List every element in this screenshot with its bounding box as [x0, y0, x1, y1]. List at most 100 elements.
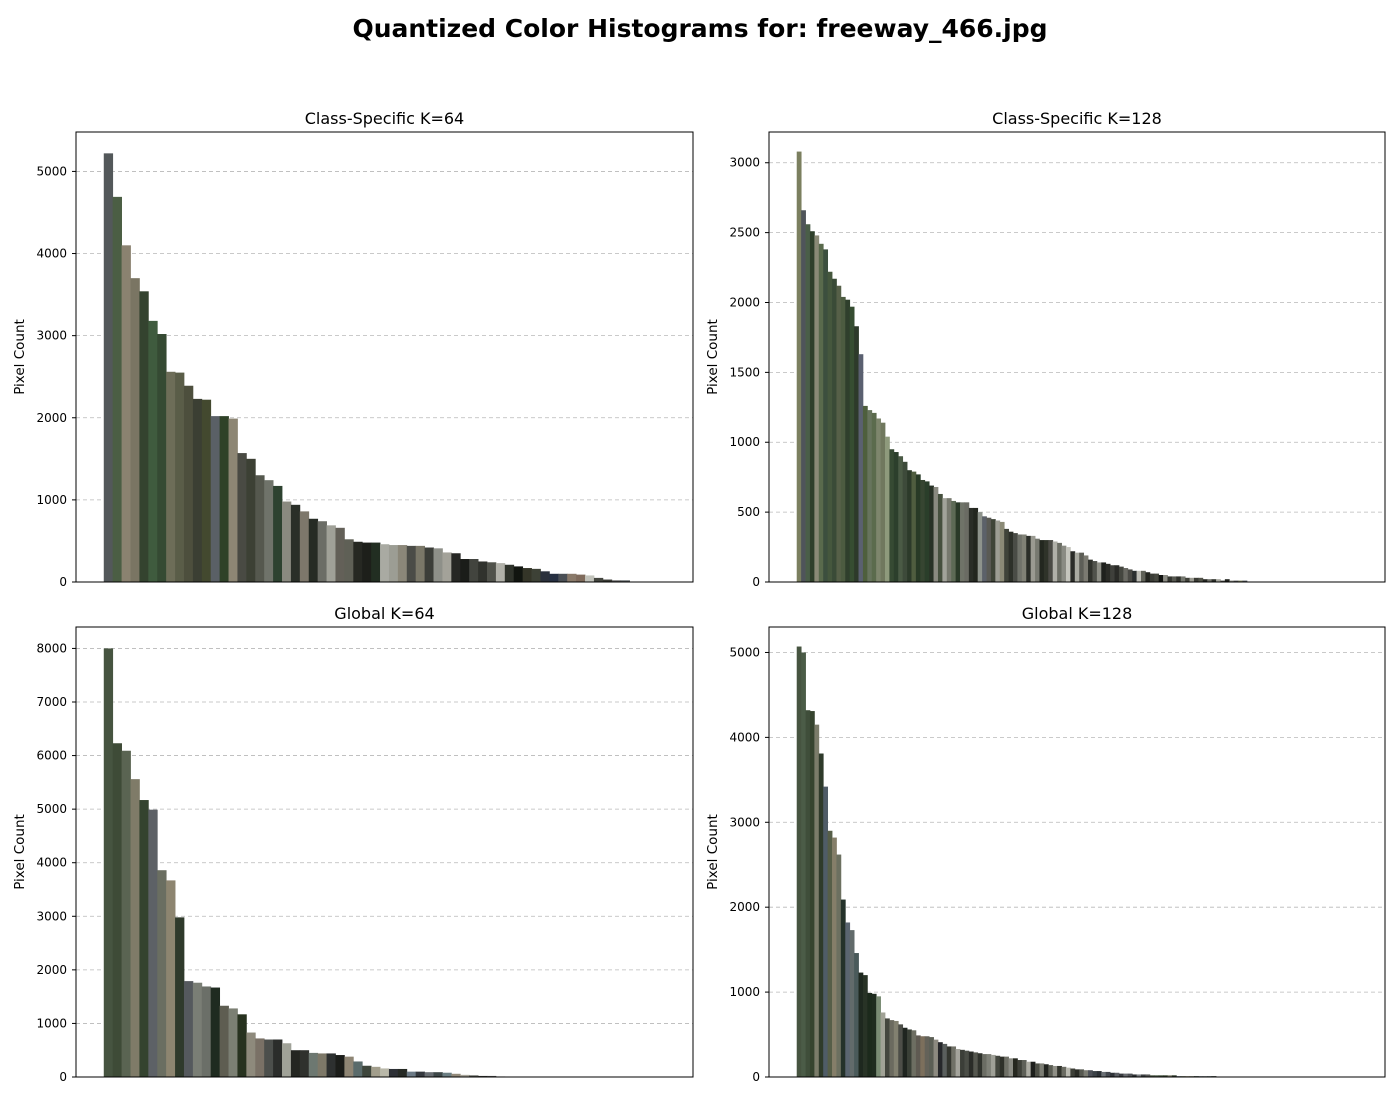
histogram-bar: [1238, 580, 1243, 582]
y-tick-label: 3000: [36, 909, 67, 923]
histogram-bar: [854, 326, 859, 582]
histogram-bar: [871, 412, 877, 582]
histogram-bar: [982, 1054, 987, 1077]
histogram-bar: [478, 1075, 488, 1077]
histogram-bar: [157, 870, 167, 1077]
histogram-bar: [1229, 580, 1235, 582]
histogram-bar: [973, 1052, 979, 1077]
histogram-bar: [929, 485, 934, 582]
histogram-bar: [353, 541, 363, 582]
histogram-bar: [1030, 1061, 1036, 1077]
histogram-bar: [567, 573, 577, 582]
histogram-bar: [183, 385, 194, 582]
histogram-bar: [451, 1073, 461, 1077]
histogram-bar: [1167, 1075, 1173, 1077]
histogram-bar: [290, 1050, 301, 1077]
histogram-bar: [1114, 1072, 1120, 1077]
histogram-bar: [1065, 1067, 1071, 1077]
histogram-bar: [999, 1056, 1005, 1077]
histogram-bar: [814, 724, 820, 1077]
histogram-bar: [1141, 570, 1146, 582]
axes-frame: [768, 131, 1386, 583]
histogram-bar: [362, 542, 372, 582]
histogram-bar: [121, 245, 131, 582]
histogram-bar: [814, 235, 820, 583]
histogram-bar: [867, 410, 873, 582]
histogram-bar: [1052, 541, 1058, 582]
histogram-bar: [977, 1053, 983, 1077]
y-tick-label: 4000: [36, 856, 67, 870]
histogram-bar: [1035, 1063, 1040, 1077]
histogram-bar: [1193, 577, 1199, 582]
histogram-bar: [990, 519, 996, 582]
histogram-bar: [871, 993, 877, 1077]
histogram-bar: [273, 485, 283, 582]
y-tick-label: 3000: [729, 815, 760, 829]
histogram-bar: [282, 1043, 292, 1077]
histogram-bar: [845, 299, 851, 582]
subplot-title: Global K=128: [1022, 604, 1133, 623]
histogram-bar: [1136, 570, 1142, 582]
histogram-bar: [809, 231, 815, 582]
histogram-bar: [1141, 1074, 1146, 1077]
histogram-bar: [1101, 562, 1107, 582]
histogram-bar: [1158, 1075, 1164, 1077]
histogram-bar: [902, 461, 908, 582]
histogram-bar: [915, 474, 921, 582]
histogram-bar: [1017, 1060, 1023, 1077]
histogram-bar: [1123, 568, 1129, 582]
histogram-bar: [823, 249, 829, 582]
histogram-bar: [228, 418, 238, 582]
histogram-bar: [344, 539, 354, 582]
histogram-bar: [166, 880, 176, 1077]
histogram-bar: [933, 486, 939, 582]
histogram-bar: [130, 779, 140, 1077]
histogram-bar: [986, 1054, 992, 1077]
histogram-bar: [889, 1020, 895, 1077]
histogram-bar: [911, 1030, 917, 1077]
y-tick-label: 4000: [729, 730, 760, 744]
histogram-bar: [995, 520, 1001, 582]
histogram-bar: [1074, 1069, 1080, 1077]
y-tick-label: 5000: [36, 802, 67, 816]
histogram-bar: [1065, 547, 1071, 582]
histogram-bar: [937, 1042, 943, 1077]
histogram-bar: [308, 518, 319, 582]
histogram-bar: [924, 481, 930, 582]
subplot-title: Global K=64: [334, 604, 434, 623]
histogram-bar: [867, 992, 873, 1077]
histogram-bar: [1110, 1072, 1115, 1077]
histogram-bar: [1167, 576, 1173, 582]
histogram-bar: [973, 507, 979, 582]
histogram-bar: [139, 291, 149, 582]
histogram-bar: [1216, 579, 1221, 582]
histogram-bar: [183, 981, 194, 1077]
histogram-bar: [968, 507, 974, 582]
histogram-bar: [130, 278, 140, 582]
histogram-bar: [880, 422, 886, 582]
histogram-bar: [1008, 1058, 1014, 1077]
histogram-bar: [964, 1050, 970, 1077]
histogram-bar: [308, 1052, 319, 1077]
histogram-bar: [982, 516, 987, 582]
histogram-bar: [388, 1068, 399, 1077]
histogram-bar: [1026, 535, 1032, 582]
histogram-bar: [335, 1055, 345, 1077]
y-tick-label: 7000: [36, 695, 67, 709]
histogram-bar: [1198, 577, 1204, 582]
histogram-bar: [273, 1039, 283, 1077]
histogram-bar: [1070, 551, 1076, 582]
histogram-bar: [192, 982, 203, 1077]
histogram-bar: [845, 922, 851, 1077]
histogram-bar: [955, 1048, 961, 1077]
histogram-bar: [478, 561, 488, 582]
y-tick-label: 0: [59, 575, 67, 589]
histogram-bar: [840, 296, 846, 582]
histogram-bar: [1096, 1071, 1102, 1077]
y-tick-label: 1500: [729, 365, 760, 379]
histogram-bar: [898, 1024, 904, 1077]
histogram-bar: [937, 493, 943, 582]
histogram-bar: [371, 1066, 381, 1077]
histogram-bar: [486, 562, 497, 582]
histogram-bar: [201, 399, 212, 582]
